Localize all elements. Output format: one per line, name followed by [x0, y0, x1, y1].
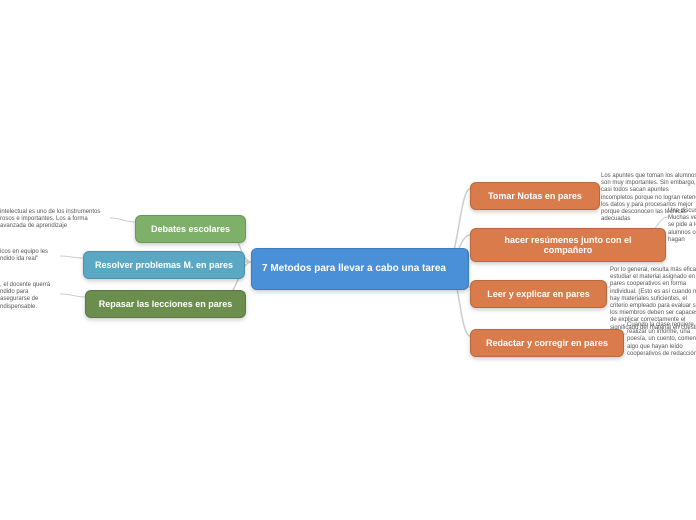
left-node-0[interactable]: Debates escolares: [135, 215, 246, 243]
left-desc-0: intelectual es uno de los instrumentos r…: [0, 209, 110, 231]
right-node-2[interactable]: Leer y explicar en pares: [470, 280, 607, 308]
right-node-3[interactable]: Redactar y corregir en pares: [470, 329, 624, 357]
left-node-1[interactable]: Resolver problemas M. en pares: [83, 251, 245, 279]
right-desc-3: Cuando la clase requiere realizar un inf…: [627, 322, 696, 358]
right-desc-1: Una discusión. Muchas veces se pide a lo…: [668, 208, 696, 244]
left-desc-1: icos en equipo les ndido ida real": [0, 249, 60, 263]
left-desc-2: , el docente querrá ndido para asegurars…: [0, 282, 60, 311]
left-node-2[interactable]: Repasar las lecciones en pares: [85, 290, 246, 318]
right-node-0[interactable]: Tomar Notas en pares: [470, 182, 600, 210]
center-node[interactable]: 7 Metodos para llevar a cabo una tarea: [251, 248, 469, 290]
right-node-1[interactable]: hacer resúmenes junto con el compañero: [470, 228, 666, 262]
